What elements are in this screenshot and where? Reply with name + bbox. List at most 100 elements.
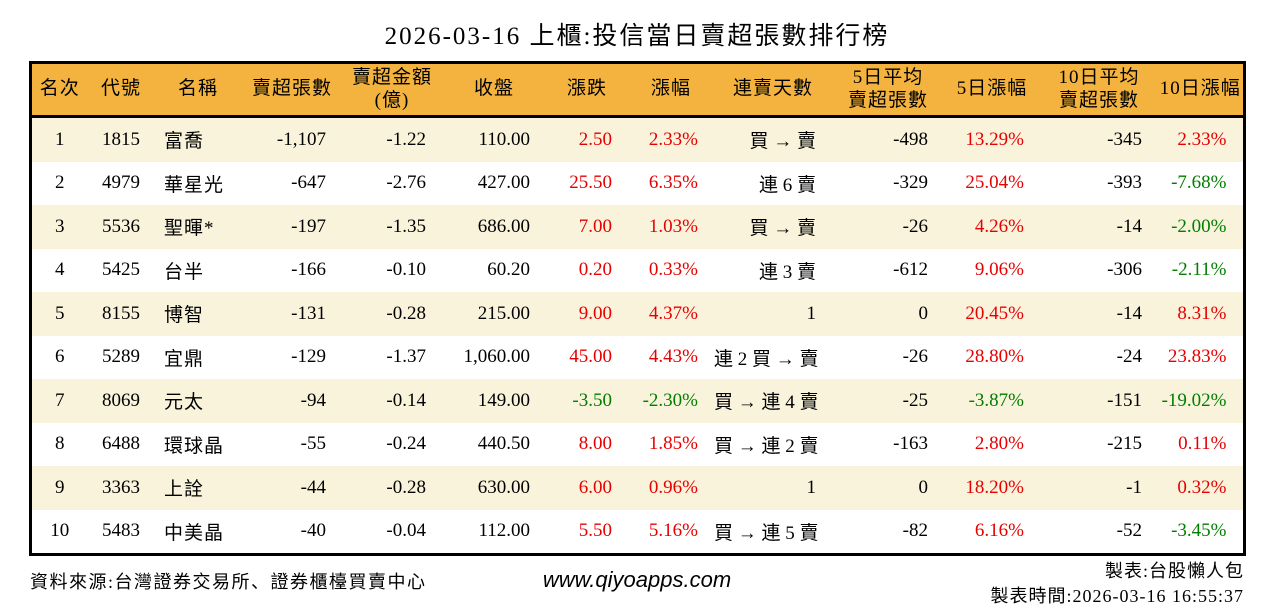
cell-pct5: 4.26% [974, 215, 1024, 237]
cell-streak: 1 [806, 302, 817, 324]
made-timestamp: 製表時間:2026-03-16 16:55:37 [990, 586, 1244, 606]
cell-pct10: 0.32% [1177, 476, 1227, 498]
cell-change: 8.00 [578, 433, 612, 455]
cell-avg5_sell: -25 [902, 389, 928, 411]
cell-streak: 買 → 賣 [749, 218, 816, 240]
cell-avg5_sell: -163 [893, 433, 928, 455]
col-header-code: 代號 [88, 62, 154, 118]
cell-pct5: 20.45% [965, 302, 1024, 324]
cell-avg10_sell: -1 [1126, 476, 1142, 498]
cell-code: 3363 [102, 476, 140, 498]
cell-avg5_sell: -26 [902, 215, 928, 237]
cell-sell_shares: -131 [291, 302, 326, 324]
cell-change: -3.50 [572, 389, 612, 411]
cell-pct10: 2.33% [1177, 128, 1227, 150]
ranking-table: 名次 代號 名稱 賣超張數 賣超金額 (億) 收盤 漲跌 漲幅 連賣天數 5日平均 賣超張數 5日漲… [28, 61, 1246, 556]
cell-rank: 6 [55, 346, 65, 368]
cell-pct5: 25.04% [965, 172, 1024, 194]
col-header-name: 名稱 [154, 62, 242, 118]
cell-code: 4979 [102, 172, 140, 194]
cell-pct10: 23.83% [1167, 346, 1227, 368]
cell-streak: 連 3 賣 [758, 261, 816, 283]
cell-sell_amount: -0.10 [386, 259, 426, 281]
cell-avg10_sell: -151 [1107, 389, 1142, 411]
cell-close: 112.00 [478, 520, 530, 542]
col-header-sell_amount: 賣超金額 (億) [342, 62, 442, 118]
cell-sell_amount: -0.14 [386, 389, 426, 411]
cell-name: 聖暉* [164, 218, 215, 240]
cell-change: 9.00 [578, 302, 612, 324]
cell-close: 149.00 [477, 389, 530, 411]
cell-change: 7.00 [578, 215, 612, 237]
cell-change_pct: 0.33% [648, 259, 698, 281]
cell-sell_shares: -647 [291, 172, 326, 194]
cell-avg10_sell: -393 [1107, 172, 1142, 194]
maker-info: 製表:台股懶人包 製表時間:2026-03-16 16:55:37 [991, 559, 1245, 609]
cell-sell_shares: -44 [300, 476, 326, 498]
cell-avg5_sell: -82 [902, 520, 928, 542]
col-header-sell_shares: 賣超張數 [242, 62, 342, 118]
cell-avg5_sell: 0 [918, 302, 929, 324]
cell-sell_amount: -0.04 [386, 520, 426, 542]
cell-rank: 7 [55, 389, 65, 411]
cell-rank: 4 [55, 259, 65, 281]
table-row: 8 6488 環球晶 -55 -0.24 440.50 8.00 1.85% 買 → 連 2 賣… [30, 423, 1244, 467]
cell-sell_amount: -0.28 [386, 302, 426, 324]
cell-sell_shares: -197 [291, 215, 326, 237]
cell-avg10_sell: -14 [1116, 302, 1142, 324]
table-row: 4 5425 台半 -166 -0.10 60.20 0.20 0.33% 連 3 賣 -612 9… [30, 249, 1244, 293]
cell-sell_amount: -1.35 [386, 215, 426, 237]
cell-change: 6.00 [578, 476, 612, 498]
cell-close: 60.20 [487, 259, 530, 281]
cell-code: 8155 [102, 302, 140, 324]
table-row: 9 3363 上詮 -44 -0.28 630.00 6.00 0.96% 1 0 18.20% -1… [30, 466, 1244, 510]
data-source-note: 資料來源:台灣證券交易所、證券櫃檯買賣中心 [30, 572, 427, 592]
cell-sell_amount: -0.24 [386, 433, 426, 455]
col-header-pct10: 10日漲幅 [1158, 62, 1244, 118]
cell-code: 5536 [102, 215, 140, 237]
col-header-streak: 連賣天數 [714, 62, 832, 118]
cell-rank: 1 [55, 128, 65, 150]
cell-close: 110.00 [478, 128, 530, 150]
cell-streak: 買 → 連 4 賣 [714, 392, 819, 414]
maker-name: 製表:台股懶人包 [1104, 561, 1244, 581]
cell-close: 686.00 [477, 215, 530, 237]
cell-close: 440.50 [477, 433, 530, 455]
cell-avg5_sell: 0 [918, 476, 929, 498]
cell-name: 宜鼎 [164, 348, 205, 370]
table-body: 1 1815 富喬 -1,107 -1.22 110.00 2.50 2.33% 買 → 賣 -4… [30, 116, 1244, 555]
cell-close: 215.00 [477, 302, 530, 324]
cell-change_pct: 4.43% [648, 346, 698, 368]
cell-sell_amount: -1.37 [386, 346, 426, 368]
cell-sell_shares: -129 [291, 346, 326, 368]
cell-name: 台半 [164, 261, 205, 283]
page-footer: 資料來源:台灣證券交易所、證券櫃檯買賣中心 www.qiyoapps.com 製… [0, 558, 1274, 608]
cell-pct10: -7.68% [1171, 172, 1227, 194]
cell-sell_amount: -0.28 [386, 476, 426, 498]
cell-name: 環球晶 [164, 435, 225, 457]
col-header-close: 收盤 [442, 62, 546, 118]
cell-code: 1815 [102, 128, 140, 150]
col-header-change_pct: 漲幅 [628, 62, 714, 118]
cell-streak: 1 [806, 476, 817, 498]
cell-change: 0.20 [578, 259, 612, 281]
cell-change: 2.50 [578, 128, 612, 150]
table-row: 7 8069 元太 -94 -0.14 149.00 -3.50 -2.30% 買 → 連 4 … [30, 379, 1244, 423]
table-row: 10 5483 中美晶 -40 -0.04 112.00 5.50 5.16% 買 → 連 5 … [30, 510, 1244, 555]
col-header-pct5: 5日漲幅 [944, 62, 1040, 118]
cell-avg10_sell: -306 [1107, 259, 1142, 281]
cell-code: 6488 [102, 433, 140, 455]
table-row: 5 8155 博智 -131 -0.28 215.00 9.00 4.37% 1 0 20.45% -… [30, 292, 1244, 336]
cell-avg10_sell: -345 [1107, 128, 1142, 150]
cell-rank: 5 [55, 302, 65, 324]
cell-change_pct: 0.96% [648, 476, 698, 498]
cell-pct5: 2.80% [974, 433, 1024, 455]
cell-pct5: 18.20% [965, 476, 1024, 498]
cell-close: 630.00 [477, 476, 530, 498]
cell-name: 華星光 [164, 174, 225, 196]
cell-streak: 買 → 連 5 賣 [714, 522, 819, 544]
cell-sell_shares: -94 [300, 389, 326, 411]
cell-pct5: 13.29% [965, 128, 1024, 150]
cell-close: 1,060.00 [463, 346, 531, 368]
cell-pct10: -3.45% [1171, 520, 1227, 542]
